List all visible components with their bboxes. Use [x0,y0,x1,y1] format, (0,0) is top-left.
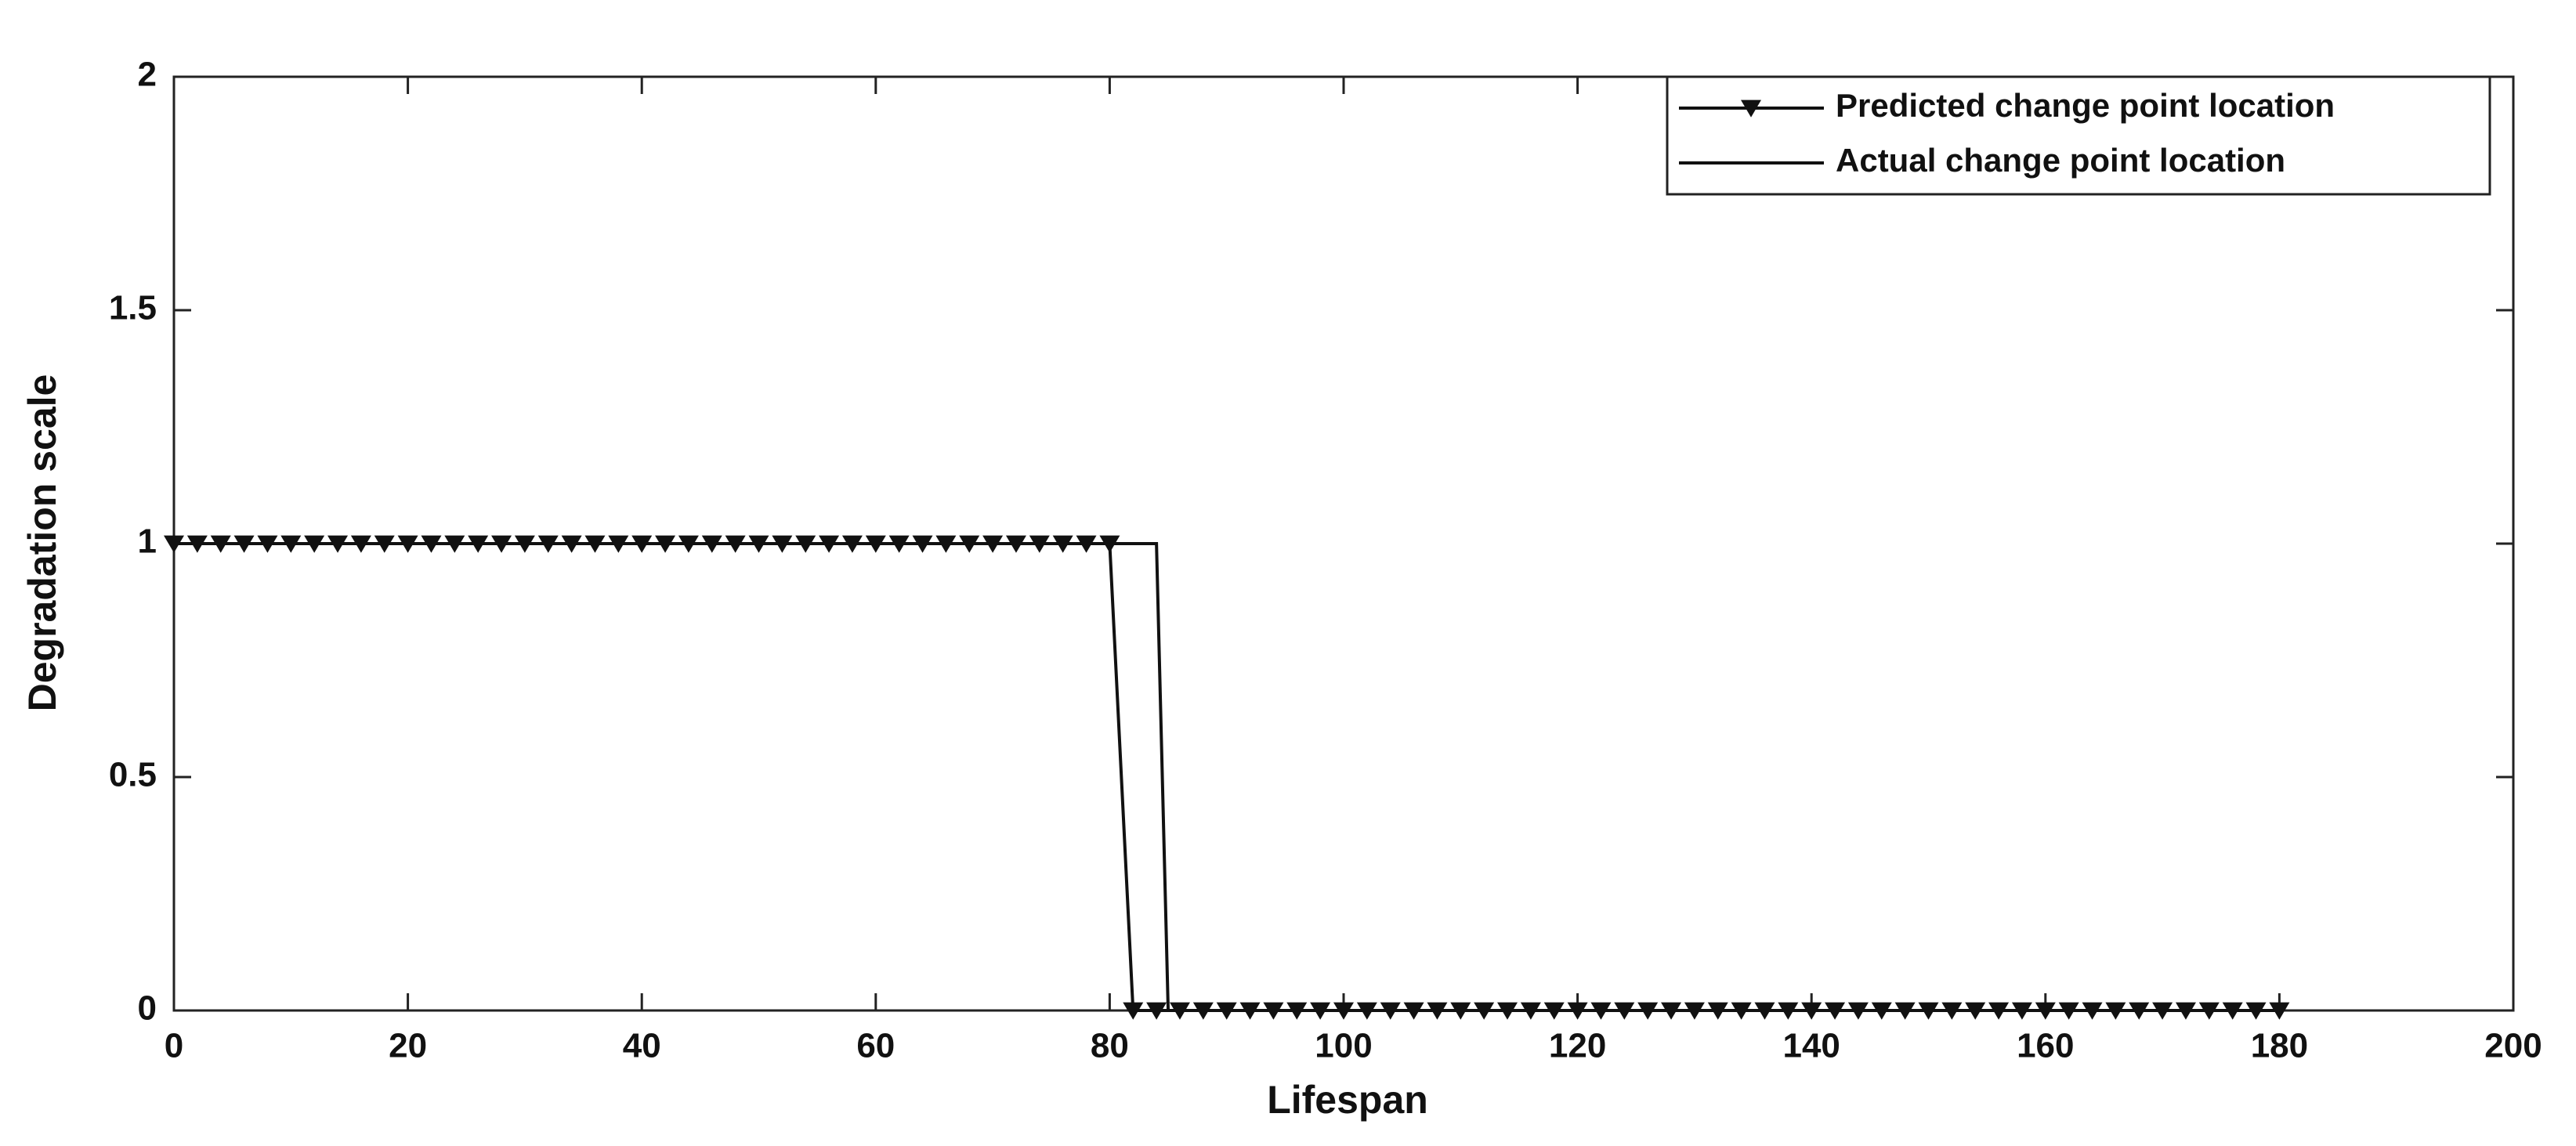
x-tick-label: 140 [1782,1027,1840,1065]
x-tick-label: 80 [1091,1027,1129,1065]
series-line [174,542,2280,1012]
y-tick-label: 0 [138,989,157,1028]
y-tick-label: 0.5 [109,756,157,794]
y-axis-label: Degradation scale [20,374,64,712]
x-axis-label: Lifespan [1267,1078,1428,1122]
marker [1146,1002,1167,1020]
y-tick-label: 1 [138,522,157,561]
x-tick-label: 120 [1549,1027,1606,1065]
x-tick-label: 100 [1315,1027,1372,1065]
x-tick-label: 40 [623,1027,661,1065]
x-tick-label: 200 [2484,1027,2542,1065]
y-tick-label: 1.5 [109,289,157,327]
legend-marker [1741,99,1761,117]
x-tick-label: 160 [2017,1027,2074,1065]
marker [1123,1002,1144,1020]
legend-box [1666,75,2491,196]
x-tick-label: 180 [2251,1027,2308,1065]
y-tick-label: 2 [138,56,157,94]
x-tick-label: 0 [165,1027,183,1065]
legend-label: Actual change point location [1836,142,2285,179]
legend-label: Predicted change point location [1836,87,2335,124]
x-tick-label: 60 [856,1027,895,1065]
x-tick-label: 20 [389,1027,427,1065]
